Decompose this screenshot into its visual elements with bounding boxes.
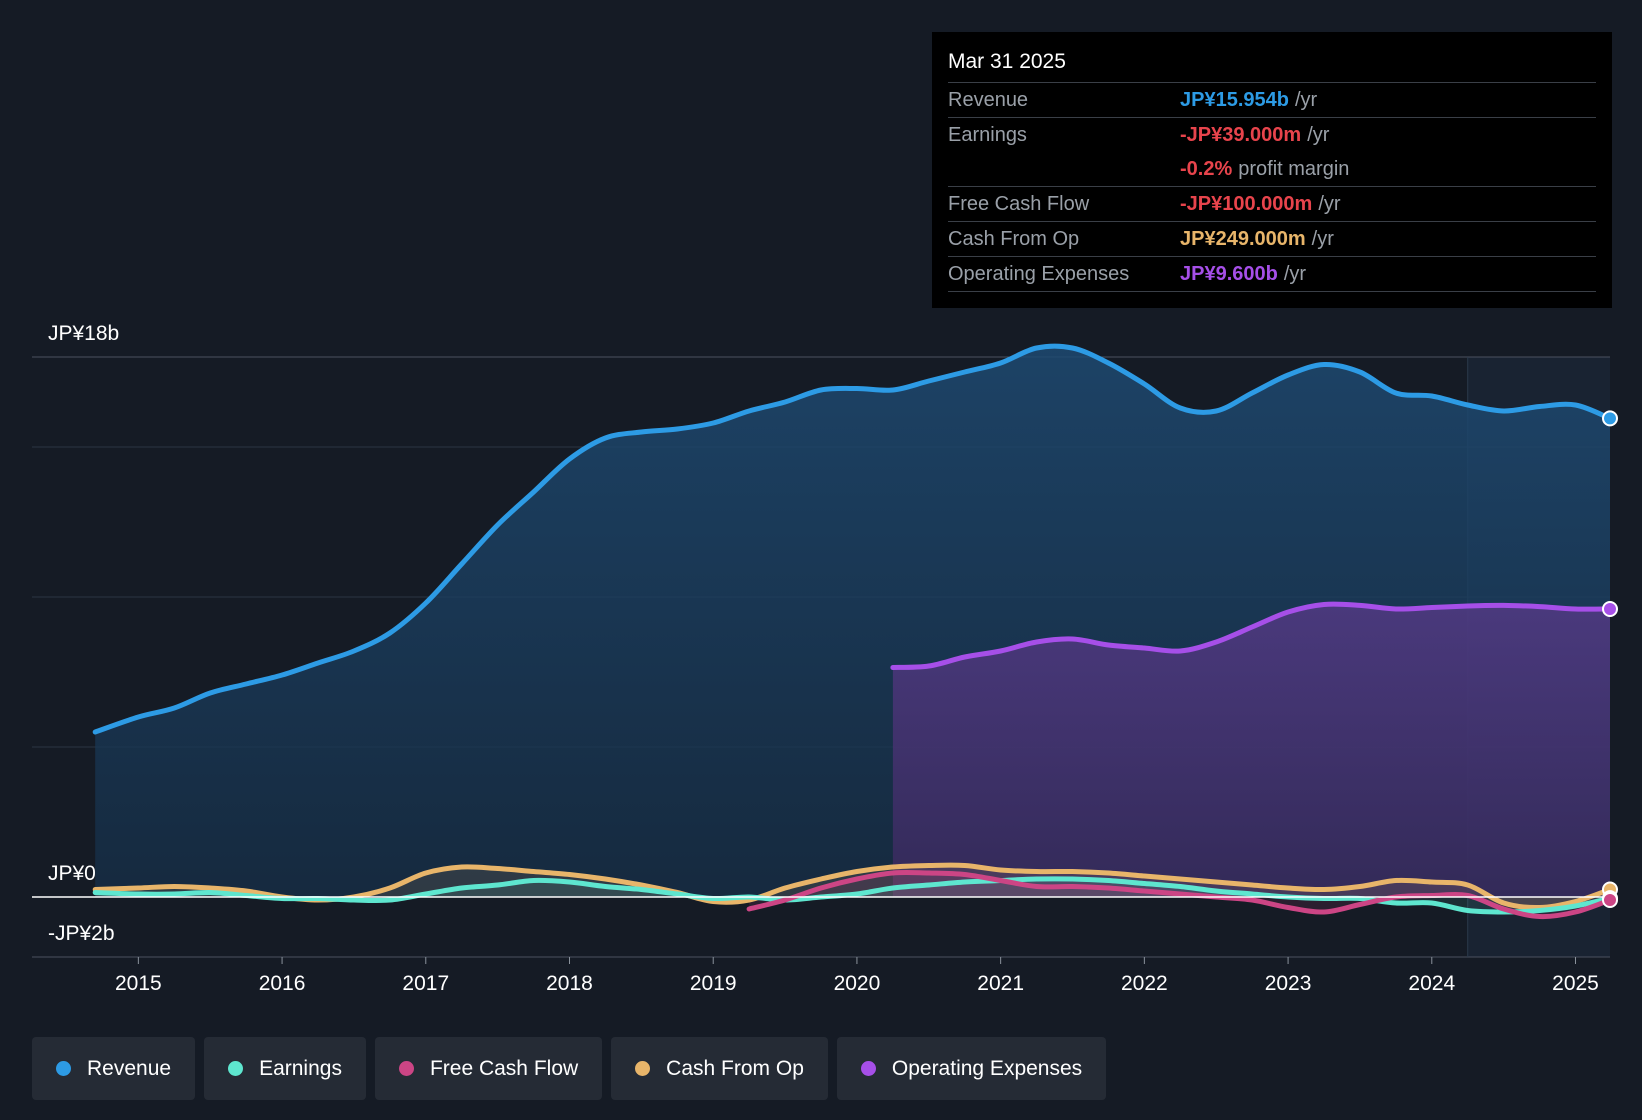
data-tooltip: Mar 31 2025 Revenue JP¥15.954b /yr Earni… (932, 32, 1612, 308)
tooltip-date: Mar 31 2025 (948, 50, 1066, 73)
tooltip-row-profit-margin: -0.2% profit margin (948, 152, 1596, 186)
x-tick-label: 2021 (977, 972, 1024, 995)
tooltip-unit: /yr (1283, 262, 1307, 285)
y-tick-label-bottom: -JP¥2b (48, 922, 115, 945)
revenue-line (92, 343, 1613, 735)
legend-dot-icon (860, 1061, 876, 1076)
y-tick-label-zero: JP¥0 (48, 862, 96, 885)
tooltip-value: JP¥15.954b (1180, 88, 1289, 111)
x-tick-label: 2025 (1552, 972, 1599, 995)
legend-label: Cash From Op (666, 1056, 804, 1080)
legend-dot-icon (228, 1061, 244, 1076)
tooltip-unit: /yr (1294, 88, 1318, 111)
y-tick-label-top: JP¥18b (48, 322, 119, 345)
x-tick-label: 2019 (690, 972, 737, 995)
tooltip-row-operating-expenses: Operating Expenses JP¥9.600b /yr (948, 256, 1596, 292)
tooltip-value: JP¥9.600b (1180, 262, 1278, 285)
x-tick-label: 2017 (402, 972, 449, 995)
series-endpoints (1602, 410, 1618, 908)
legend: Revenue Earnings Free Cash Flow Cash Fro… (32, 1037, 1107, 1100)
tooltip-label: Earnings (948, 123, 1027, 146)
tooltip-value: -JP¥39.000m (1180, 123, 1302, 146)
tooltip-unit: /yr (1318, 192, 1341, 215)
legend-dot-icon (56, 1061, 71, 1076)
operating-expenses-area (892, 604, 1610, 897)
legend-dot-icon (398, 1061, 414, 1076)
x-tick-label: 2024 (1408, 972, 1455, 995)
tooltip-unit: profit margin (1238, 157, 1350, 180)
tooltip-value: JP¥249.000m (1180, 227, 1306, 250)
legend-item-cash-from-op[interactable]: Cash From Op (611, 1037, 828, 1100)
operating-expenses-line (890, 601, 1613, 670)
tooltip-label: Free Cash Flow (948, 192, 1090, 215)
free-cash-flow-line (746, 870, 1613, 920)
x-tick-label: 2015 (115, 972, 162, 995)
x-tick-label: 2022 (1121, 972, 1168, 995)
tooltip-value: -0.2% (1180, 157, 1233, 180)
legend-item-revenue[interactable]: Revenue (32, 1037, 196, 1100)
series-lines (32, 343, 1613, 920)
tooltip-row-free-cash-flow: Free Cash Flow -JP¥100.000m /yr (948, 186, 1596, 221)
legend-item-operating-expenses[interactable]: Operating Expenses (836, 1037, 1107, 1100)
legend-dot-icon (635, 1061, 651, 1076)
x-tick-label: 2016 (259, 972, 306, 995)
legend-label: Revenue (87, 1056, 172, 1080)
tooltip-label: Operating Expenses (948, 262, 1130, 285)
legend-label: Free Cash Flow (429, 1056, 579, 1080)
x-tick-label: 2020 (834, 972, 881, 995)
legend-item-free-cash-flow[interactable]: Free Cash Flow (374, 1037, 603, 1100)
legend-item-earnings[interactable]: Earnings (204, 1037, 366, 1100)
operating-expenses-endpoint-marker[interactable] (1602, 601, 1618, 617)
tooltip-value: -JP¥100.000m (1180, 192, 1313, 215)
earnings-line (92, 876, 1613, 915)
free-cash-flow-endpoint-marker[interactable] (1602, 892, 1618, 908)
tooltip-row-earnings: Earnings -JP¥39.000m /yr (948, 117, 1596, 152)
tooltip-unit: /yr (1307, 123, 1330, 146)
tooltip-unit: /yr (1311, 227, 1334, 250)
tooltip-row-cash-from-op: Cash From Op JP¥249.000m /yr (948, 221, 1596, 256)
tooltip-label: Revenue (948, 88, 1029, 111)
legend-label: Earnings (259, 1056, 342, 1080)
x-tick-label: 2018 (546, 972, 593, 995)
legend-label: Operating Expenses (891, 1056, 1083, 1080)
tooltip-label: Cash From Op (948, 227, 1080, 250)
tooltip-row-revenue: Revenue JP¥15.954b /yr (948, 82, 1596, 117)
series-areas (95, 346, 1611, 917)
revenue-endpoint-marker[interactable] (1602, 410, 1618, 427)
x-axis: 2015 2016 2017 2018 2019 2020 2021 2022 2023 2024… (115, 957, 1599, 995)
x-tick-label: 2023 (1265, 972, 1312, 995)
